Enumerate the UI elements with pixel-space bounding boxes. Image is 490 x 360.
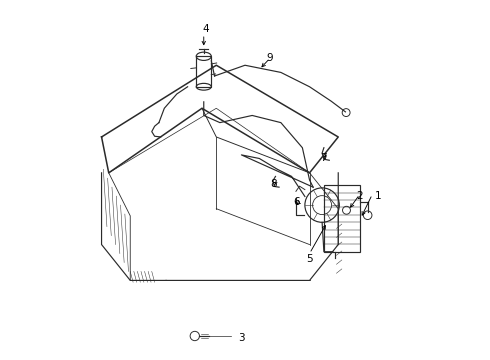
Text: 8: 8 <box>270 179 277 189</box>
Text: 9: 9 <box>267 53 273 63</box>
Text: 5: 5 <box>306 254 313 264</box>
Text: 7: 7 <box>320 153 327 163</box>
Bar <box>196 56 211 87</box>
Bar <box>324 185 360 252</box>
Text: 1: 1 <box>374 191 381 201</box>
Text: 2: 2 <box>356 191 363 201</box>
Text: 6: 6 <box>294 197 300 207</box>
Text: 3: 3 <box>238 333 245 343</box>
Text: 4: 4 <box>202 24 209 35</box>
